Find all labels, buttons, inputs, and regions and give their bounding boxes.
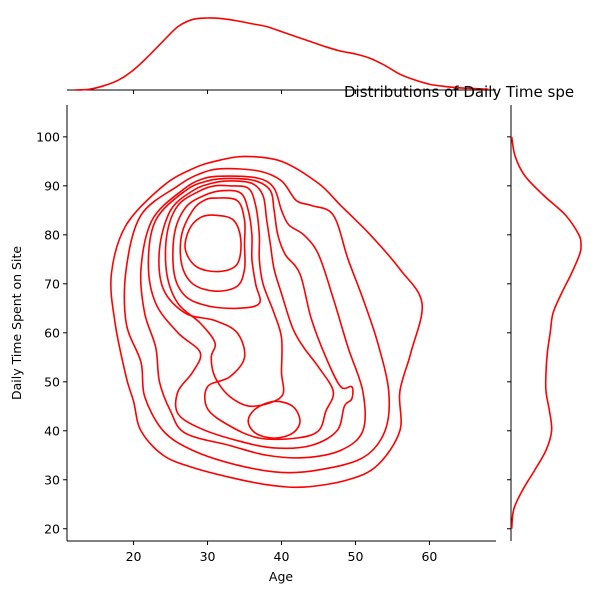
y-tick-label: 30 [44,472,60,487]
y-tick-label: 90 [44,178,60,193]
contour-level-1 [110,155,424,489]
contour-level-7 [172,189,262,310]
contour-level-3 [139,175,366,459]
y-tick-label: 70 [44,276,60,291]
y-tick-label: 100 [36,129,60,144]
y-tick-label: 20 [44,521,60,536]
right-marginal-kde [507,105,582,541]
x-tick-label: 60 [421,549,437,564]
x-axis-label: Age [269,569,293,584]
contour-level-10 [247,400,301,439]
contour-level-8 [179,197,246,293]
top-marginal-curve [74,17,489,91]
contour-level-2 [123,167,391,474]
right-marginal-curve [510,136,582,529]
x-tick-label: 40 [274,549,290,564]
y-tick-label: 80 [44,227,60,242]
y-axis-label: Daily Time Spent on Site [9,246,24,400]
x-tick-label: 20 [126,549,142,564]
joint-axes: 20 30 40 50 60 20 30 40 50 60 70 80 90 100 [36,105,496,564]
chart-title: Distributions of Daily Time spe [344,83,574,101]
contour-level-9 [184,214,242,273]
x-tick-label: 30 [200,549,216,564]
top-marginal-kde [67,17,496,94]
contour-level-4 [147,177,354,450]
y-tick-label: 40 [44,423,60,438]
y-tick-label: 60 [44,325,60,340]
y-tick-label: 50 [44,374,60,389]
contour-level-5 [158,180,335,441]
contour-level-6 [164,184,285,408]
kde-contours [110,155,424,489]
x-tick-label: 50 [348,549,364,564]
